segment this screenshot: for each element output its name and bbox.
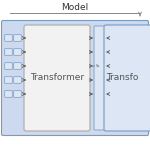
FancyBboxPatch shape [5, 63, 12, 69]
FancyBboxPatch shape [5, 35, 12, 41]
Text: Transfo: Transfo [106, 74, 138, 82]
FancyBboxPatch shape [14, 63, 21, 69]
FancyBboxPatch shape [104, 25, 150, 131]
FancyBboxPatch shape [2, 21, 148, 135]
FancyBboxPatch shape [14, 49, 21, 55]
Text: Transformer: Transformer [30, 74, 84, 82]
FancyBboxPatch shape [94, 26, 110, 130]
FancyBboxPatch shape [14, 91, 21, 97]
Text: Model: Model [61, 3, 89, 12]
FancyBboxPatch shape [14, 77, 21, 83]
FancyBboxPatch shape [5, 91, 12, 97]
FancyBboxPatch shape [5, 77, 12, 83]
FancyBboxPatch shape [5, 49, 12, 55]
FancyBboxPatch shape [14, 35, 21, 41]
FancyBboxPatch shape [24, 25, 90, 131]
